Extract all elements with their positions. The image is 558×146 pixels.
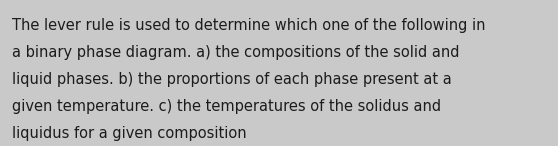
Text: liquidus for a given composition: liquidus for a given composition (12, 126, 247, 141)
Text: liquid phases. b) the proportions of each phase present at a: liquid phases. b) the proportions of eac… (12, 72, 452, 87)
Text: The lever rule is used to determine which one of the following in: The lever rule is used to determine whic… (12, 18, 486, 33)
Text: given temperature. c) the temperatures of the solidus and: given temperature. c) the temperatures o… (12, 99, 441, 114)
Text: a binary phase diagram. a) the compositions of the solid and: a binary phase diagram. a) the compositi… (12, 45, 460, 60)
